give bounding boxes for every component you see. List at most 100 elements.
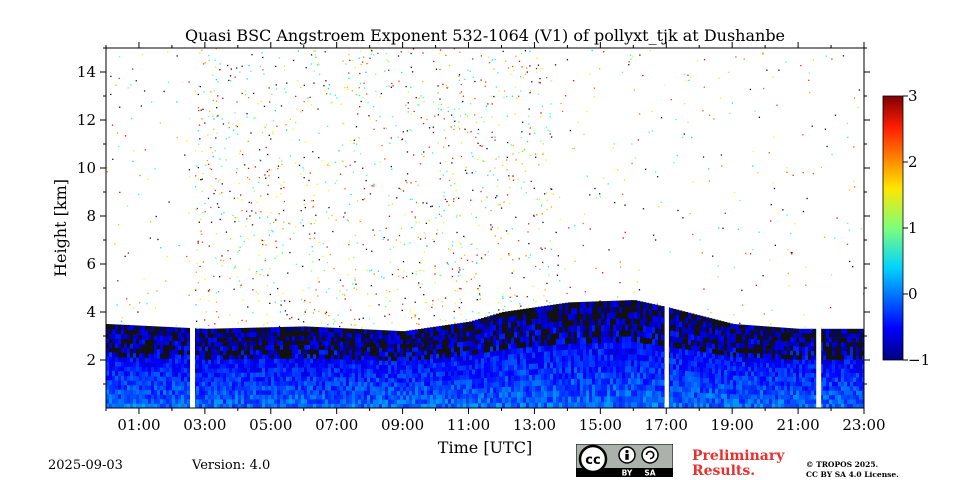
heatmap-cell <box>616 312 620 319</box>
heatmap-cell <box>574 366 578 374</box>
heatmap-cell <box>856 403 860 408</box>
heatmap-cell <box>115 333 119 339</box>
heatmap-cell <box>715 378 719 384</box>
heatmap-cell <box>640 402 644 408</box>
heatmap-cell <box>121 324 125 330</box>
heatmap-cell <box>337 376 341 382</box>
heatmap-cell <box>397 399 401 405</box>
heatmap-cell <box>361 364 365 369</box>
heatmap-cell <box>106 398 110 404</box>
heatmap-cell <box>157 385 161 391</box>
heatmap-cell <box>292 344 296 350</box>
heatmap-cell <box>199 341 203 347</box>
heatmap-cell <box>775 372 779 377</box>
heatmap-cell <box>433 353 437 359</box>
heatmap-cell <box>466 341 470 347</box>
heatmap-cell <box>448 324 452 330</box>
heatmap-cell <box>343 394 347 400</box>
heatmap-cell <box>448 403 452 408</box>
heatmap-cell <box>184 332 188 337</box>
heatmap-cell <box>742 361 746 367</box>
heatmap-point <box>348 240 350 243</box>
heatmap-cell <box>271 327 275 332</box>
heatmap-cell <box>862 399 864 404</box>
heatmap-cell <box>712 398 716 404</box>
heatmap-cell <box>604 384 608 391</box>
heatmap-point <box>432 152 434 154</box>
heatmap-cell <box>253 363 257 369</box>
heatmap-cell <box>478 338 482 344</box>
heatmap-cell <box>391 339 395 344</box>
heatmap-cell <box>220 377 224 382</box>
heatmap-cell <box>325 354 329 360</box>
heatmap-cell <box>394 347 398 353</box>
heatmap-cell <box>724 364 728 371</box>
heatmap-cell <box>622 372 626 379</box>
heatmap-cell <box>619 318 623 325</box>
heatmap-cell <box>418 368 422 374</box>
heatmap-cell <box>571 349 575 356</box>
heatmap-cell <box>754 357 758 363</box>
heatmap-cell <box>514 326 518 333</box>
heatmap-point <box>204 319 206 321</box>
heatmap-cell <box>121 370 125 376</box>
heatmap-cell <box>604 360 608 367</box>
heatmap-cell <box>637 360 641 367</box>
heatmap-cell <box>838 399 842 404</box>
heatmap-point <box>552 193 554 195</box>
heatmap-point <box>454 322 456 324</box>
heatmap-cell <box>661 391 665 397</box>
heatmap-cell <box>214 359 218 365</box>
heatmap-cell <box>394 330 398 336</box>
heatmap-cell <box>202 355 206 360</box>
heatmap-cell <box>778 381 782 386</box>
heatmap-cell <box>340 354 344 360</box>
heatmap-cell <box>406 369 410 374</box>
heatmap-cell <box>526 369 530 376</box>
heatmap-cell <box>328 354 332 360</box>
heatmap-cell <box>754 348 758 354</box>
heatmap-cell <box>712 368 716 374</box>
heatmap-cell <box>331 381 335 387</box>
heatmap-cell <box>649 367 653 374</box>
heatmap-cell <box>631 378 635 385</box>
heatmap-cell <box>763 339 767 345</box>
heatmap-cell <box>841 342 845 347</box>
heatmap-cell <box>541 311 545 318</box>
heatmap-cell <box>757 371 761 377</box>
heatmap-cell <box>451 389 455 395</box>
heatmap-cell <box>613 396 617 403</box>
heatmap-cell <box>319 340 323 346</box>
heatmap-cell <box>217 368 221 373</box>
heatmap-cell <box>577 402 581 408</box>
heatmap-cell <box>115 361 119 367</box>
heatmap-cell <box>532 363 536 370</box>
heatmap-cell <box>532 329 536 336</box>
heatmap-cell <box>238 376 242 382</box>
heatmap-cell <box>742 370 746 376</box>
heatmap-cell <box>451 398 455 404</box>
heatmap-cell <box>349 390 353 396</box>
heatmap-cell <box>670 363 674 370</box>
heatmap-cell <box>589 384 593 391</box>
heatmap-cell <box>802 394 806 400</box>
heatmap-cell <box>325 340 329 346</box>
heatmap-cell <box>361 342 365 347</box>
heatmap-cell <box>745 361 749 367</box>
heatmap-cell <box>760 367 764 372</box>
heatmap-cell <box>337 390 341 395</box>
heatmap-cell <box>538 323 542 330</box>
heatmap-cell <box>820 403 824 408</box>
heatmap-point <box>459 287 461 290</box>
heatmap-cell <box>289 403 293 408</box>
heatmap-cell <box>472 393 476 399</box>
heatmap-cell <box>358 372 362 378</box>
heatmap-cell <box>370 394 374 400</box>
heatmap-cell <box>754 375 758 381</box>
heatmap-cell <box>622 360 626 367</box>
heatmap-cell <box>793 390 797 396</box>
heatmap-cell <box>178 331 182 337</box>
heatmap-cell <box>241 372 245 378</box>
heatmap-cell <box>847 346 851 352</box>
heatmap-cell <box>784 327 788 333</box>
